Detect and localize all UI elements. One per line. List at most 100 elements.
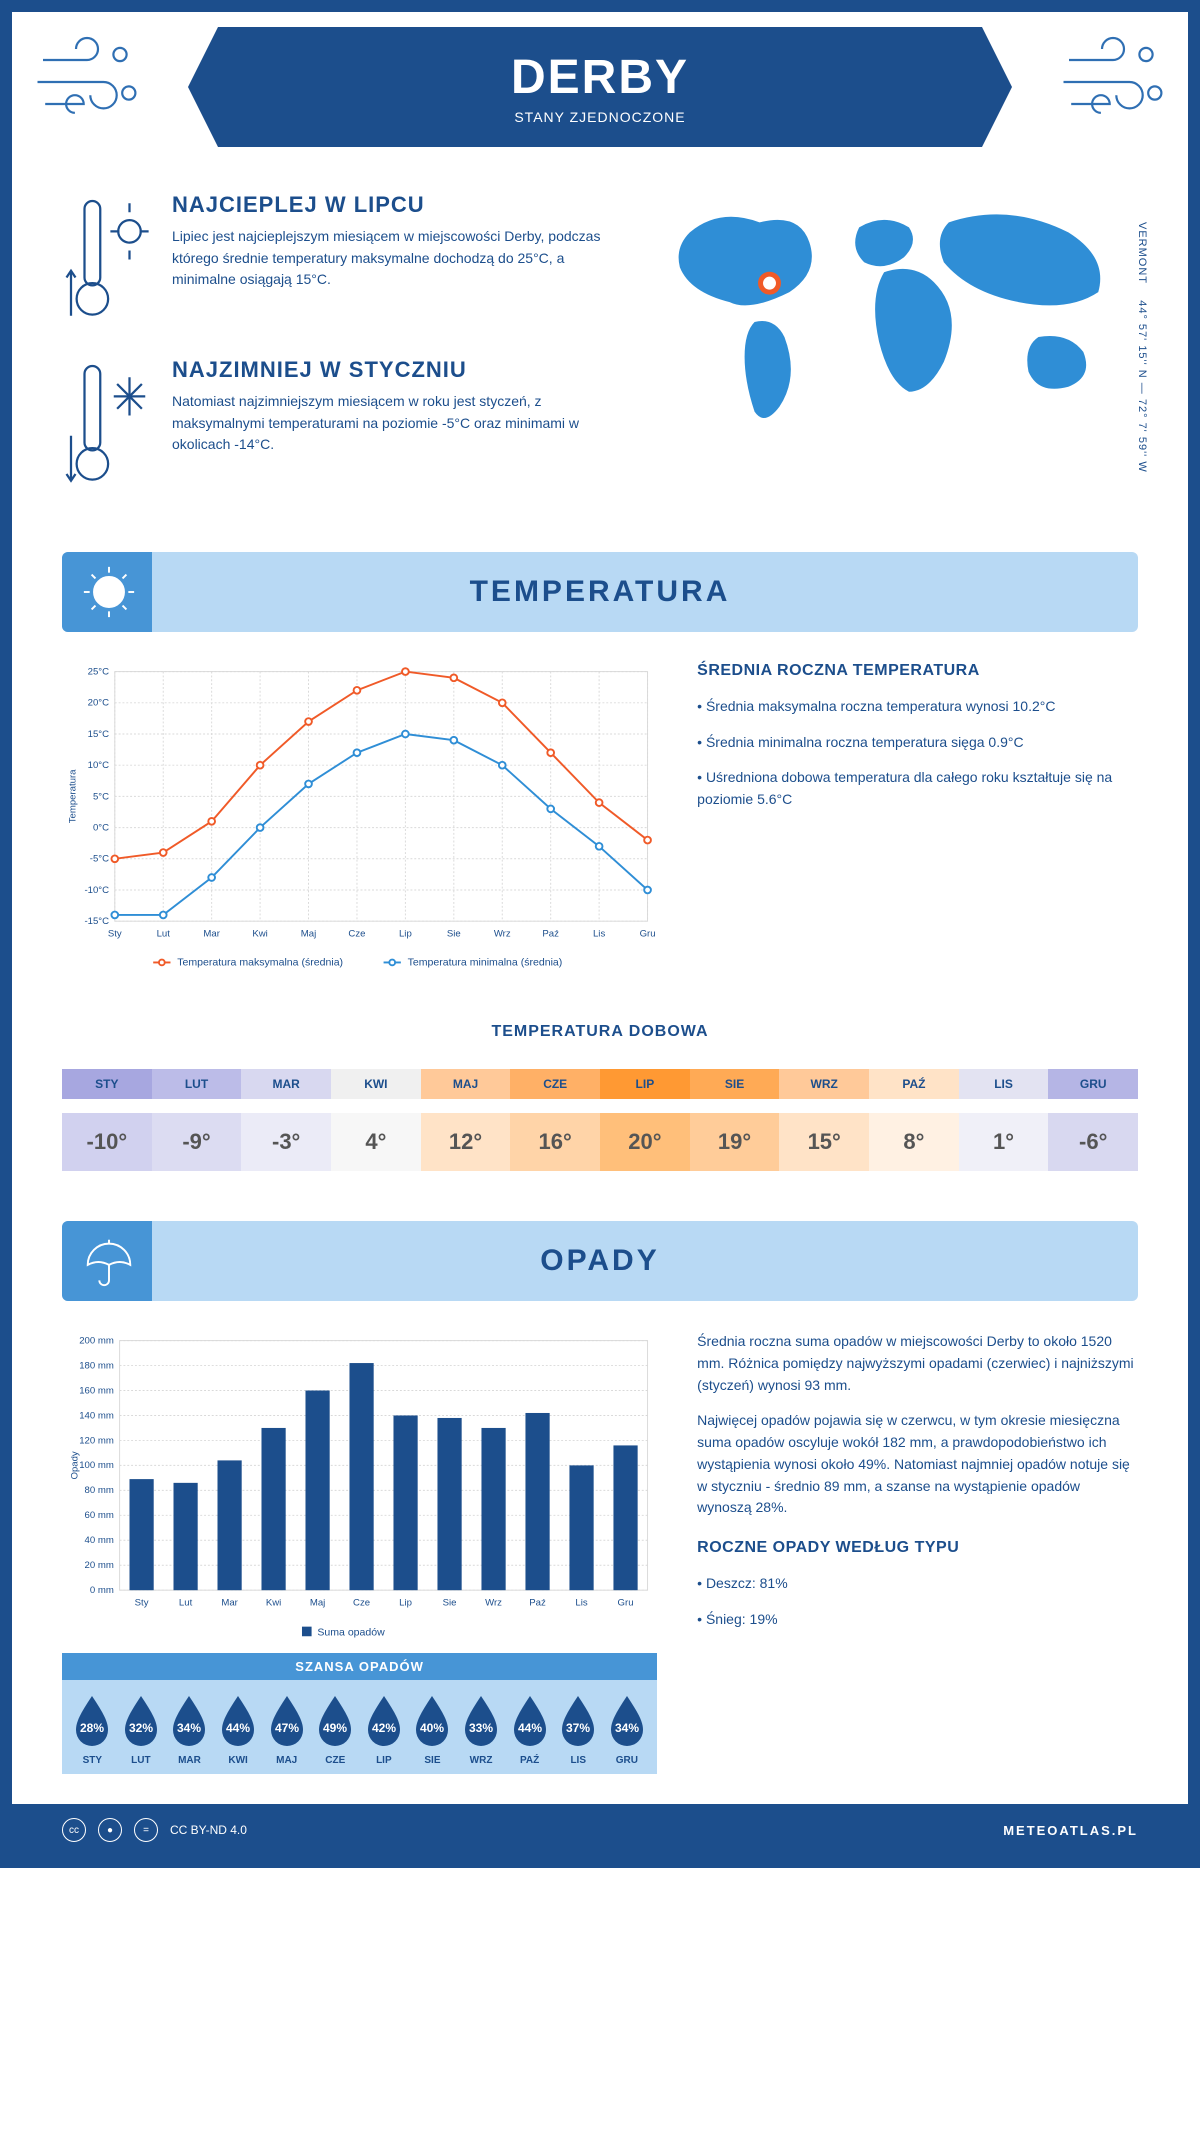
precip-drop: 42%LIP bbox=[360, 1692, 409, 1766]
svg-text:100 mm: 100 mm bbox=[79, 1461, 114, 1472]
daily-cell: KWI4° bbox=[331, 1059, 421, 1181]
precip-type-title: ROCZNE OPADY WEDŁUG TYPU bbox=[697, 1539, 1138, 1557]
coords-label: 44° 57' 15'' N — 72° 7' 59'' W bbox=[1136, 300, 1148, 472]
svg-text:Maj: Maj bbox=[310, 1598, 325, 1609]
daily-cell: LIS1° bbox=[959, 1059, 1049, 1181]
precip-drop: 40%SIE bbox=[408, 1692, 457, 1766]
cc-icon: cc bbox=[62, 1818, 86, 1842]
thermometer-cold-icon bbox=[62, 357, 152, 492]
daily-cell: MAR-3° bbox=[241, 1059, 331, 1181]
precip-title: OPADY bbox=[540, 1244, 659, 1278]
svg-text:33%: 33% bbox=[469, 1721, 493, 1735]
temp-title: TEMPERATURA bbox=[470, 575, 731, 609]
daily-cell: GRU-6° bbox=[1048, 1059, 1138, 1181]
precip-drop: 33%WRZ bbox=[457, 1692, 506, 1766]
precip-type-0: • Deszcz: 81% bbox=[697, 1573, 1138, 1595]
svg-text:180 mm: 180 mm bbox=[79, 1361, 114, 1372]
svg-text:Lis: Lis bbox=[593, 929, 605, 940]
site-label: METEOATLAS.PL bbox=[1003, 1823, 1138, 1838]
svg-text:10°C: 10°C bbox=[88, 760, 109, 771]
svg-text:Mar: Mar bbox=[221, 1598, 238, 1609]
svg-text:Temperatura maksymalna (średni: Temperatura maksymalna (średnia) bbox=[177, 956, 343, 968]
svg-text:Gru: Gru bbox=[618, 1598, 634, 1609]
sun-icon bbox=[80, 563, 138, 621]
temp-section-head: TEMPERATURA bbox=[62, 552, 1138, 632]
by-icon: ● bbox=[98, 1818, 122, 1842]
cold-title: NAJZIMNIEJ W STYCZNIU bbox=[172, 357, 610, 383]
svg-text:25°C: 25°C bbox=[88, 666, 109, 677]
precip-type-1: • Śnieg: 19% bbox=[697, 1609, 1138, 1631]
precip-text-1: Średnia roczna suma opadów w miejscowośc… bbox=[697, 1331, 1138, 1396]
daily-cell: SIE19° bbox=[690, 1059, 780, 1181]
daily-cell: PAŹ8° bbox=[869, 1059, 959, 1181]
svg-text:Wrz: Wrz bbox=[494, 929, 511, 940]
svg-text:Sie: Sie bbox=[447, 929, 461, 940]
svg-text:49%: 49% bbox=[323, 1721, 347, 1735]
svg-text:0°C: 0°C bbox=[93, 822, 109, 833]
footer: cc ● = CC BY-ND 4.0 METEOATLAS.PL bbox=[12, 1804, 1188, 1856]
warm-text: Lipiec jest najcieplejszym miesiącem w m… bbox=[172, 226, 610, 291]
svg-text:Temperatura minimalna (średnia: Temperatura minimalna (średnia) bbox=[408, 956, 563, 968]
license-text: CC BY-ND 4.0 bbox=[170, 1823, 247, 1837]
svg-text:28%: 28% bbox=[80, 1721, 104, 1735]
precip-drop: 34%GRU bbox=[603, 1692, 652, 1766]
precip-chart: 0 mm20 mm40 mm60 mm80 mm100 mm120 mm140 … bbox=[62, 1331, 657, 1653]
svg-text:-5°C: -5°C bbox=[90, 854, 109, 865]
precip-section-head: OPADY bbox=[62, 1221, 1138, 1301]
svg-text:80 mm: 80 mm bbox=[85, 1486, 114, 1497]
svg-text:Paź: Paź bbox=[529, 1598, 546, 1609]
svg-text:Sie: Sie bbox=[443, 1598, 457, 1609]
svg-text:Paź: Paź bbox=[542, 929, 559, 940]
precip-drop: 32%LUT bbox=[117, 1692, 166, 1766]
svg-text:37%: 37% bbox=[566, 1721, 590, 1735]
svg-text:34%: 34% bbox=[177, 1721, 201, 1735]
precip-chance-table: SZANSA OPADÓW 28%STY32%LUT34%MAR44%KWI47… bbox=[62, 1653, 657, 1774]
svg-text:120 mm: 120 mm bbox=[79, 1436, 114, 1447]
svg-text:0 mm: 0 mm bbox=[90, 1585, 114, 1596]
temp-info-title: ŚREDNIA ROCZNA TEMPERATURA bbox=[697, 662, 1138, 680]
temp-bullet-1: • Średnia minimalna roczna temperatura s… bbox=[697, 732, 1138, 754]
temp-bullet-0: • Średnia maksymalna roczna temperatura … bbox=[697, 696, 1138, 718]
svg-text:44%: 44% bbox=[226, 1721, 250, 1735]
temp-info: ŚREDNIA ROCZNA TEMPERATURA • Średnia mak… bbox=[697, 662, 1138, 993]
svg-text:42%: 42% bbox=[372, 1721, 396, 1735]
svg-text:Sty: Sty bbox=[108, 929, 122, 940]
wind-icon-right bbox=[1058, 27, 1168, 137]
svg-text:Suma opadów: Suma opadów bbox=[317, 1627, 385, 1639]
precip-drop: 44%PAŹ bbox=[505, 1692, 554, 1766]
wind-icon-left bbox=[32, 27, 142, 137]
svg-text:Mar: Mar bbox=[203, 929, 220, 940]
daily-temp-table: STY-10°LUT-9°MAR-3°KWI4°MAJ12°CZE16°LIP2… bbox=[62, 1059, 1138, 1181]
svg-text:140 mm: 140 mm bbox=[79, 1411, 114, 1422]
svg-text:15°C: 15°C bbox=[88, 729, 109, 740]
header: DERBY STANY ZJEDNOCZONE bbox=[12, 12, 1188, 162]
precip-text-2: Najwięcej opadów pojawia się w czerwcu, … bbox=[697, 1410, 1138, 1518]
svg-text:Cze: Cze bbox=[348, 929, 365, 940]
svg-text:Lip: Lip bbox=[399, 929, 412, 940]
map-panel: VERMONT 44° 57' 15'' N — 72° 7' 59'' W bbox=[640, 192, 1138, 522]
svg-text:44%: 44% bbox=[518, 1721, 542, 1735]
cold-text: Natomiast najzimniejszym miesiącem w rok… bbox=[172, 391, 610, 456]
umbrella-icon bbox=[80, 1232, 138, 1290]
daily-cell: CZE16° bbox=[510, 1059, 600, 1181]
svg-text:Temperatura: Temperatura bbox=[67, 769, 78, 823]
nd-icon: = bbox=[134, 1818, 158, 1842]
svg-text:Lis: Lis bbox=[575, 1598, 587, 1609]
precip-chance-title: SZANSA OPADÓW bbox=[62, 1653, 657, 1680]
svg-text:160 mm: 160 mm bbox=[79, 1386, 114, 1397]
precip-drop: 47%MAJ bbox=[262, 1692, 311, 1766]
daily-cell: LUT-9° bbox=[152, 1059, 242, 1181]
daily-cell: STY-10° bbox=[62, 1059, 152, 1181]
svg-text:40 mm: 40 mm bbox=[85, 1536, 114, 1547]
svg-text:Wrz: Wrz bbox=[485, 1598, 502, 1609]
region-label: VERMONT bbox=[1136, 222, 1148, 284]
svg-text:Kwi: Kwi bbox=[266, 1598, 281, 1609]
svg-text:Kwi: Kwi bbox=[252, 929, 267, 940]
svg-text:34%: 34% bbox=[615, 1721, 639, 1735]
svg-text:Lip: Lip bbox=[399, 1598, 412, 1609]
city-name: DERBY bbox=[511, 50, 689, 105]
title-banner: DERBY STANY ZJEDNOCZONE bbox=[218, 27, 982, 147]
svg-text:5°C: 5°C bbox=[93, 791, 109, 802]
svg-text:20°C: 20°C bbox=[88, 698, 109, 709]
svg-text:Gru: Gru bbox=[640, 929, 656, 940]
